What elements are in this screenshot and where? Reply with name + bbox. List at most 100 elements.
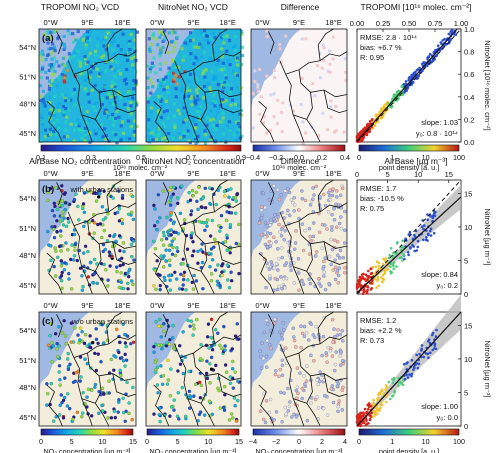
fit-line bbox=[356, 196, 462, 294]
scatter-point bbox=[391, 262, 395, 266]
map-pixel bbox=[41, 97, 45, 101]
map-pixel bbox=[240, 32, 244, 36]
map-pixel bbox=[221, 61, 225, 65]
station-point bbox=[121, 322, 125, 326]
station-point bbox=[287, 404, 292, 409]
station-point bbox=[333, 238, 337, 242]
map-pixel bbox=[235, 63, 240, 67]
scatter-point bbox=[389, 262, 393, 266]
country-border bbox=[81, 114, 96, 120]
station-point bbox=[88, 261, 93, 265]
map-pixel bbox=[104, 134, 108, 138]
station-point bbox=[234, 199, 238, 203]
station-point bbox=[131, 217, 136, 222]
map-pixel bbox=[63, 80, 67, 84]
map-pixel bbox=[69, 98, 73, 102]
station-point bbox=[94, 337, 99, 341]
station-point bbox=[188, 395, 193, 399]
station-point bbox=[164, 259, 168, 263]
map-pixel bbox=[72, 55, 76, 59]
station-point bbox=[119, 280, 124, 284]
station-point bbox=[175, 246, 179, 250]
station-point bbox=[108, 234, 112, 238]
scatter-point bbox=[363, 407, 367, 411]
lon-tick-label: 18°E bbox=[114, 169, 130, 178]
map-pixel bbox=[146, 64, 150, 68]
map-pixel bbox=[300, 76, 304, 80]
map-pixel bbox=[257, 89, 260, 93]
station-point bbox=[303, 382, 307, 386]
station-point bbox=[169, 228, 173, 232]
station-point bbox=[152, 284, 156, 288]
station-point bbox=[96, 222, 100, 227]
map-pixel bbox=[48, 133, 53, 137]
map-pixel bbox=[83, 55, 87, 59]
station-point bbox=[324, 351, 328, 355]
map-pixel bbox=[88, 119, 92, 123]
scatter-point bbox=[366, 122, 370, 126]
station-point bbox=[187, 406, 192, 410]
map-pixel bbox=[112, 133, 116, 137]
station-point bbox=[277, 222, 281, 227]
station-point bbox=[219, 225, 223, 230]
map-pixel bbox=[52, 56, 57, 60]
fit-line bbox=[356, 28, 458, 142]
station-point bbox=[46, 229, 50, 234]
map-pixel bbox=[62, 42, 66, 46]
station-point bbox=[299, 346, 303, 350]
station-point bbox=[155, 259, 159, 263]
colorbar-label: point density [a. u.] bbox=[379, 163, 439, 172]
station-point bbox=[53, 274, 58, 278]
map-pixel bbox=[40, 94, 44, 98]
colorbar-tick-label: 1 bbox=[390, 437, 394, 446]
map-pixel bbox=[173, 41, 177, 45]
station-point bbox=[286, 186, 290, 191]
scatter-point bbox=[416, 68, 420, 71]
stat-y0: y₀: 0.0 bbox=[437, 413, 458, 422]
map-pixel bbox=[83, 138, 87, 142]
station-point bbox=[72, 232, 77, 237]
scatter-point bbox=[384, 400, 388, 404]
map-pixel bbox=[191, 95, 196, 99]
map-pixel bbox=[161, 45, 165, 50]
map-land bbox=[39, 180, 136, 294]
map-pixel bbox=[132, 130, 137, 134]
colorbar-tick-label: 10 bbox=[422, 153, 430, 162]
station-point bbox=[130, 194, 135, 199]
station-point bbox=[159, 254, 163, 258]
station-point bbox=[330, 228, 334, 232]
scatter-point bbox=[360, 273, 364, 277]
map-pixel bbox=[198, 107, 202, 111]
scatter-point bbox=[420, 225, 424, 228]
station-point bbox=[322, 259, 326, 264]
lon-tick-label: 18°E bbox=[325, 169, 341, 178]
map-pixel bbox=[256, 83, 260, 86]
station-point bbox=[330, 384, 334, 388]
scatter-point bbox=[408, 373, 411, 376]
map-pixel bbox=[159, 50, 163, 54]
scatter-point bbox=[396, 91, 400, 94]
station-point bbox=[264, 399, 269, 403]
station-point bbox=[326, 345, 330, 350]
x-tick-label: 0.50 bbox=[402, 19, 417, 28]
station-point bbox=[233, 404, 237, 408]
scatter-point bbox=[406, 250, 410, 254]
station-point bbox=[162, 275, 166, 279]
station-point bbox=[81, 284, 85, 289]
map-pixel bbox=[114, 138, 118, 142]
scatter-point bbox=[443, 37, 446, 41]
station-point bbox=[126, 212, 131, 216]
map-pixel bbox=[209, 37, 213, 41]
scatter-point bbox=[377, 393, 380, 397]
map-pixel bbox=[98, 90, 102, 94]
station-point bbox=[209, 272, 214, 276]
station-point bbox=[274, 369, 278, 373]
station-point bbox=[58, 244, 62, 249]
station-point bbox=[282, 391, 286, 395]
map-pixel bbox=[51, 42, 55, 46]
lon-tick-label: 18°E bbox=[325, 301, 341, 310]
station-point bbox=[339, 350, 343, 354]
map-pixel bbox=[333, 130, 337, 134]
scatter-point bbox=[364, 423, 368, 427]
scatter-point bbox=[382, 278, 386, 281]
